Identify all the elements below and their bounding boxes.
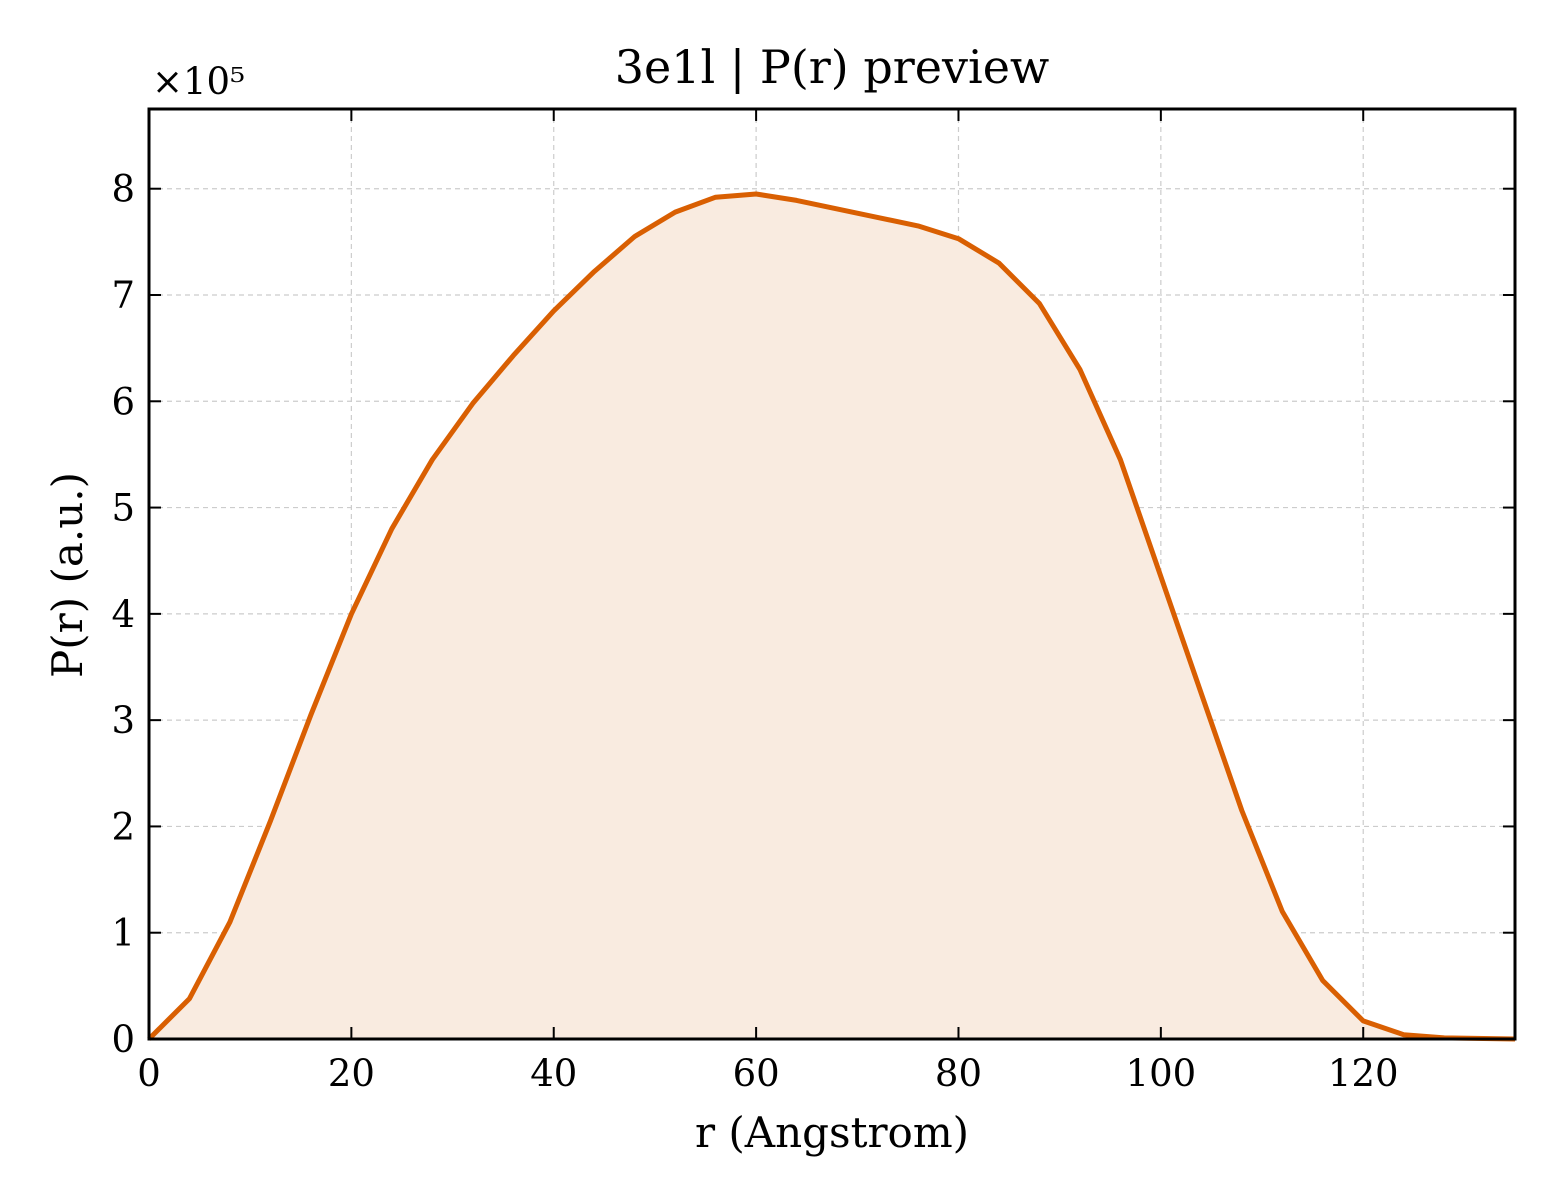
y-tick-label: 3 xyxy=(111,699,135,742)
x-tick-label: 20 xyxy=(328,1052,375,1095)
y-tick-label: 0 xyxy=(111,1018,135,1061)
chart-title: 3e1l | P(r) preview xyxy=(615,40,1050,94)
tick-labels: 0 20 40 60 80 100 120 0 1 2 3 4 5 6 7 8 xyxy=(111,168,1398,1095)
x-tick-label: 80 xyxy=(935,1052,982,1095)
series-group xyxy=(147,191,1516,1042)
x-tick-label: 40 xyxy=(530,1052,577,1095)
y-tick-label: 4 xyxy=(111,593,135,636)
y-axis-label: P(r) (a.u.) xyxy=(43,472,92,678)
pr-line xyxy=(147,191,1516,1042)
y-tick-label: 2 xyxy=(111,805,135,848)
x-tick-label: 0 xyxy=(137,1052,161,1095)
y-tick-label: 1 xyxy=(111,912,135,955)
y-offset-label: ×10⁵ xyxy=(152,60,245,103)
y-tick-label: 8 xyxy=(111,168,135,211)
x-tick-label: 100 xyxy=(1126,1052,1197,1095)
y-tick-label: 5 xyxy=(111,487,135,530)
y-tick-label: 6 xyxy=(111,380,135,423)
plot-frame xyxy=(147,107,1517,1041)
y-tick-label: 7 xyxy=(111,274,135,317)
x-tick-label: 60 xyxy=(733,1052,780,1095)
x-tick-label: 120 xyxy=(1328,1052,1399,1095)
pr-area-fill xyxy=(149,194,1515,1039)
x-axis-label: r (Angstrom) xyxy=(695,1108,969,1157)
